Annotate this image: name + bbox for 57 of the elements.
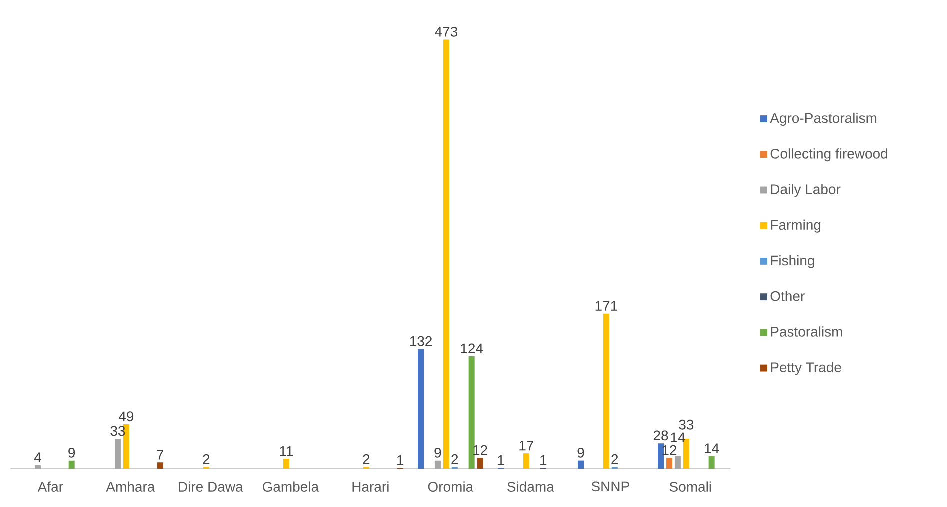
data-label: 1 [540, 456, 547, 466]
bar [114, 439, 121, 469]
data-label: 28 [654, 430, 668, 441]
data-label: 11 [280, 446, 294, 456]
bar [666, 458, 672, 469]
x-tick-label: SNNP [592, 482, 630, 492]
bar [674, 456, 681, 469]
x-tick-label: Amhara [106, 482, 156, 492]
legend-label: Fishing [771, 255, 814, 268]
data-label: 1 [498, 456, 504, 466]
x-tick-label: Gambela [262, 482, 320, 492]
legend-label: Farming [771, 220, 821, 233]
bar [477, 458, 484, 469]
x-tick-label: Somali [670, 482, 712, 492]
data-label: 2 [363, 454, 370, 464]
data-label: 171 [596, 301, 618, 311]
legend-label: Daily Labor [771, 184, 841, 198]
legend-label: Pastoralism [771, 326, 842, 337]
bar [603, 314, 610, 469]
bar [68, 460, 75, 469]
x-tick-label: Oromia [428, 482, 474, 492]
legend-label: Agro-Pastoralism [770, 112, 877, 126]
x-tick-label: Afar [38, 482, 64, 492]
data-label: 2 [612, 454, 618, 464]
x-tick-label: Sidama [508, 482, 554, 492]
x-tick-label: Dire Dawa [179, 482, 244, 492]
data-label: 9 [578, 448, 584, 458]
data-label: 7 [157, 450, 164, 460]
bar [468, 356, 475, 469]
legend-label: Petty Trade [771, 362, 842, 376]
legend-label: Collecting firewood [770, 148, 888, 162]
bar [283, 459, 290, 469]
data-label: 2 [452, 454, 458, 464]
bar [658, 444, 664, 469]
data-label: 4 [34, 452, 42, 462]
bar [578, 460, 584, 469]
data-label: 124 [461, 344, 484, 354]
bar [418, 349, 424, 469]
bar [34, 465, 41, 469]
bar [157, 462, 164, 469]
data-label: 49 [118, 412, 134, 422]
data-label: 2 [203, 454, 210, 464]
data-label: 14 [671, 432, 686, 442]
data-label: 132 [410, 336, 432, 346]
data-label: 473 [435, 26, 458, 37]
bar [708, 456, 715, 469]
bar [434, 460, 441, 469]
x-tick-label: Harari [352, 482, 389, 492]
bar [443, 40, 450, 469]
data-label: 17 [520, 441, 534, 451]
data-label: 1 [397, 456, 404, 466]
legend-label: Other [770, 291, 805, 302]
data-label: 9 [68, 448, 76, 458]
data-label: 33 [679, 420, 694, 430]
data-label: 9 [434, 448, 442, 458]
bar [523, 454, 530, 469]
data-label: 14 [705, 444, 720, 454]
